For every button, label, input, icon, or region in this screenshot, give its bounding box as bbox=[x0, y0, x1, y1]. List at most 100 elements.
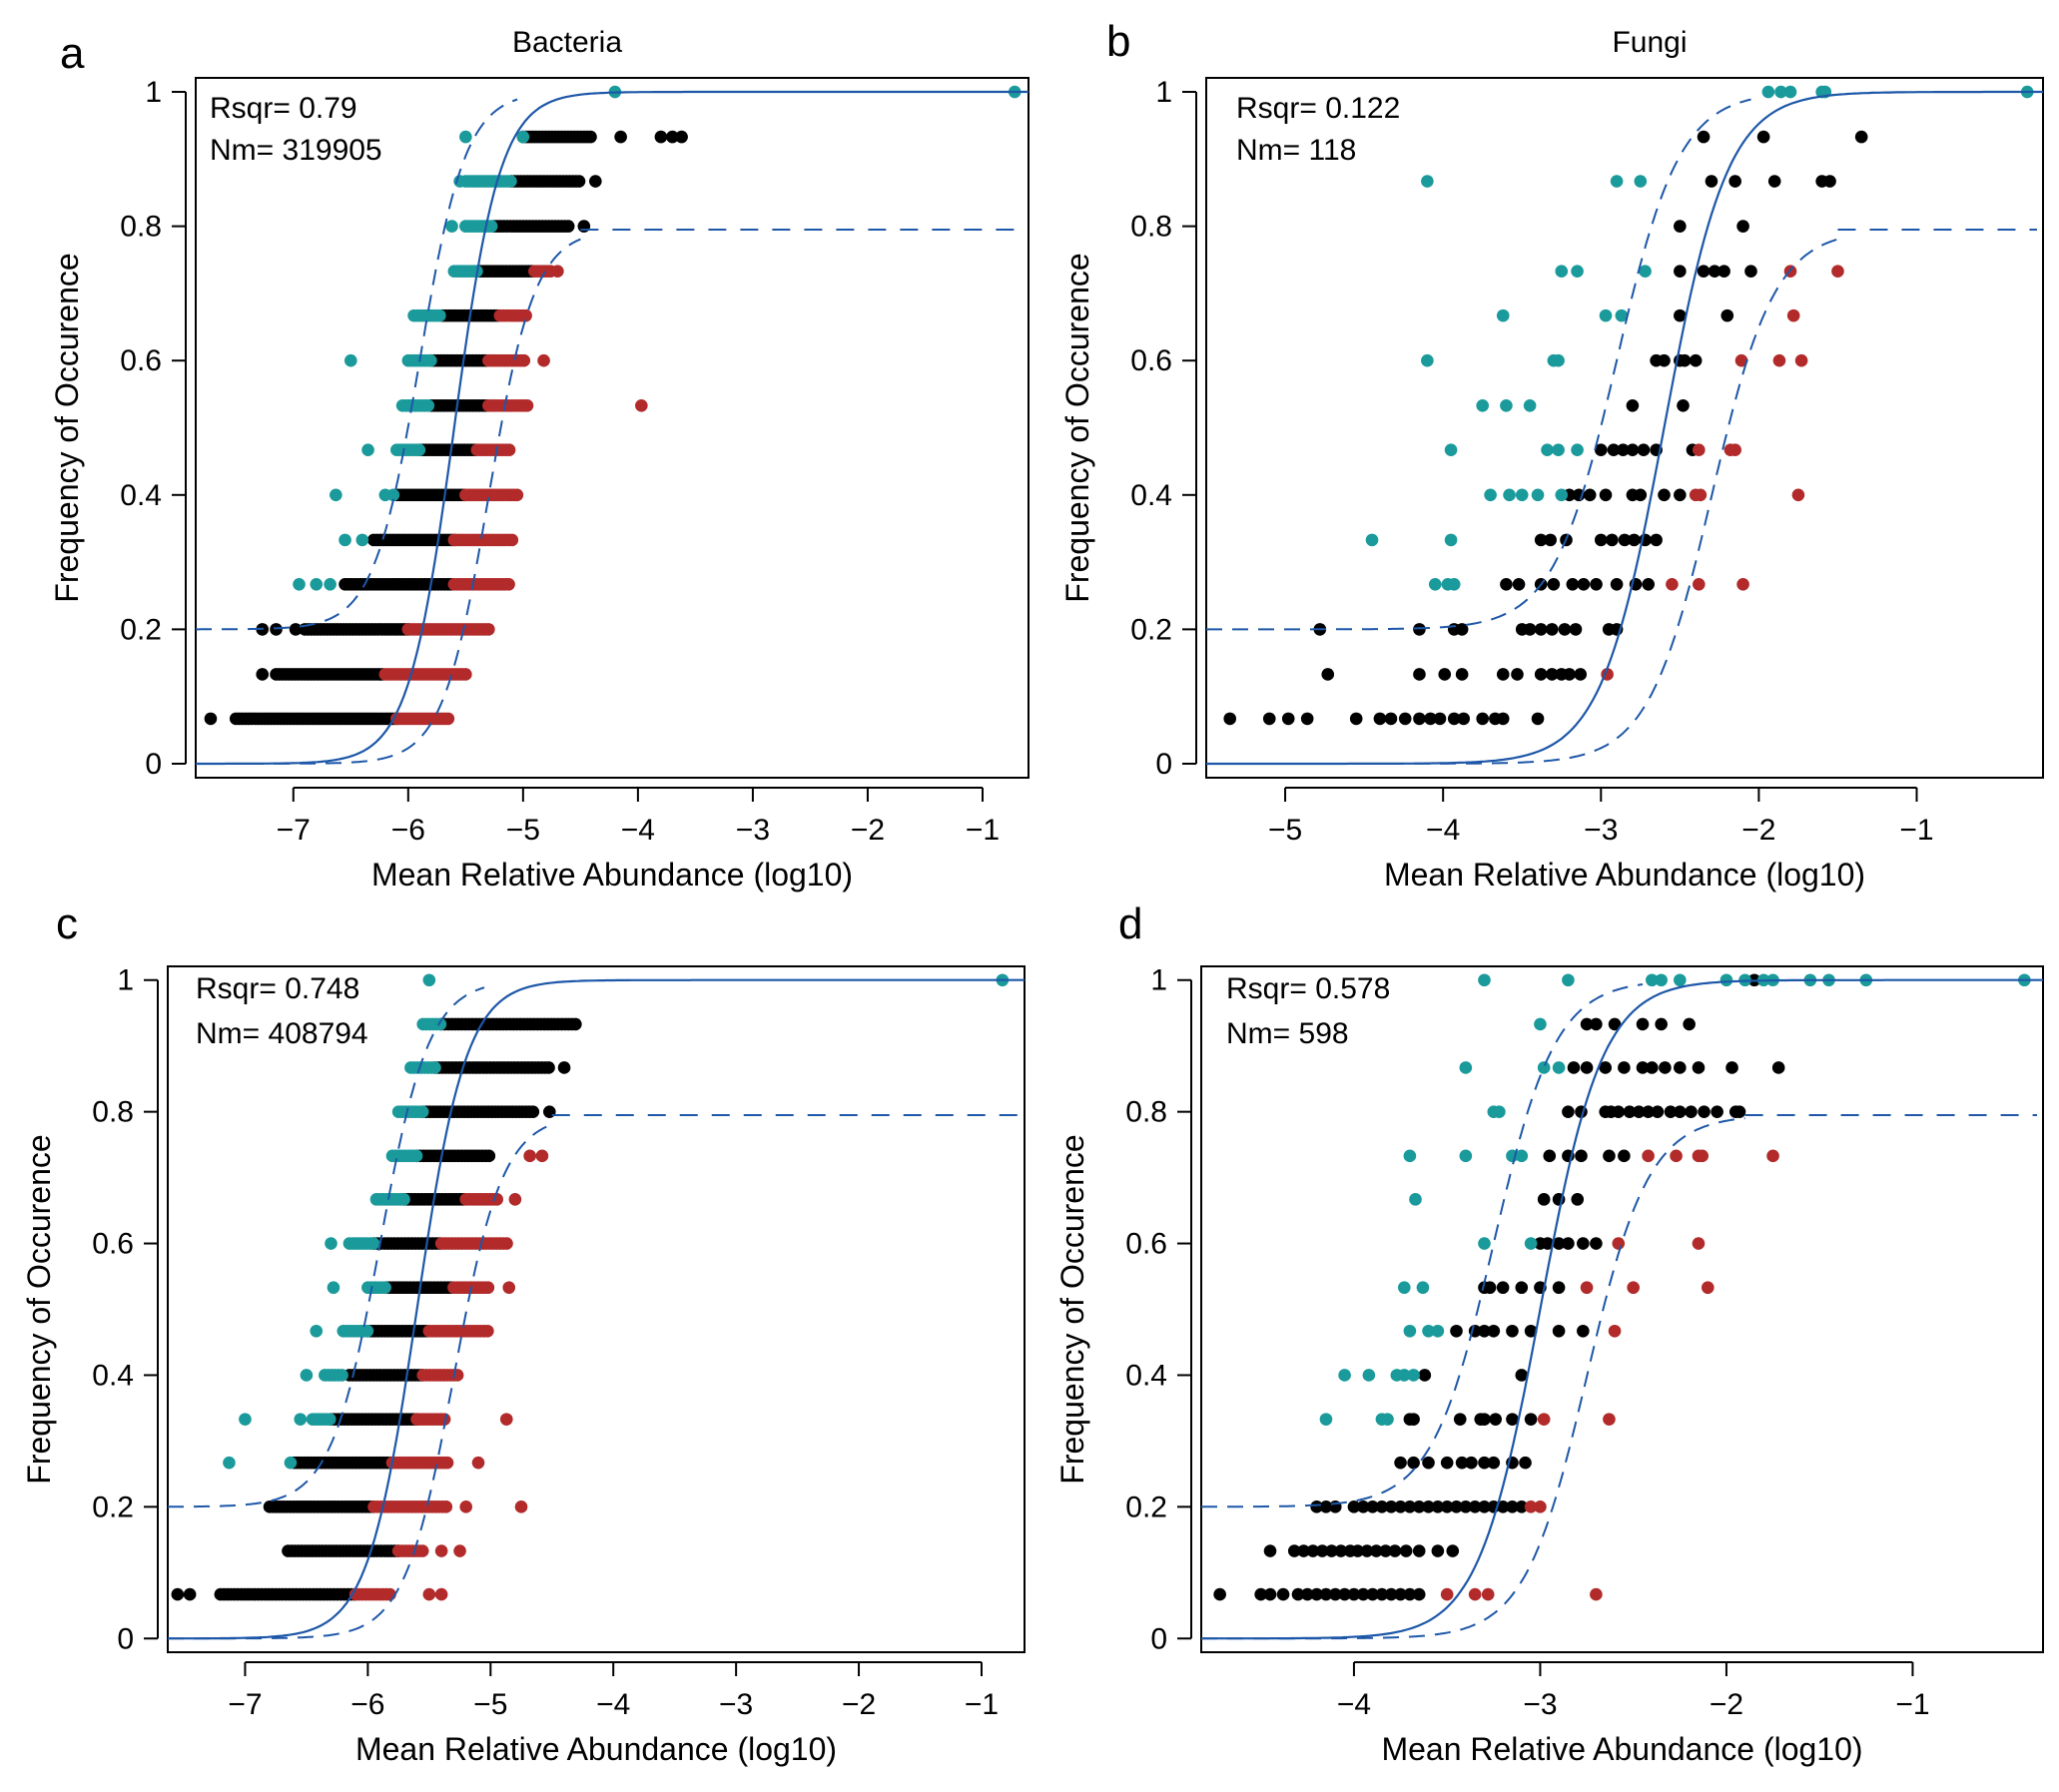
point-above bbox=[325, 1237, 338, 1250]
point-neutral bbox=[1223, 712, 1237, 726]
plot-frame bbox=[195, 77, 1030, 779]
x-tick-label: −7 bbox=[228, 1688, 262, 1721]
point-below bbox=[1524, 1500, 1538, 1513]
point-above bbox=[1639, 265, 1652, 279]
point-neutral bbox=[1659, 1061, 1672, 1074]
y-tick-label: 0.8 bbox=[1125, 1096, 1167, 1129]
point-neutral bbox=[1623, 1105, 1637, 1118]
point-neutral bbox=[1583, 488, 1597, 502]
point-neutral bbox=[1655, 1017, 1668, 1031]
point-neutral bbox=[1506, 1500, 1519, 1513]
panel-letter: b bbox=[1106, 17, 1130, 66]
point-above bbox=[336, 1369, 348, 1382]
point-above bbox=[1552, 443, 1565, 457]
point-below bbox=[1608, 1324, 1622, 1338]
point-above bbox=[1615, 308, 1629, 322]
plot-frame bbox=[1205, 77, 2044, 779]
point-neutral bbox=[1496, 1500, 1510, 1513]
panel-title: Fungi bbox=[1612, 26, 1687, 59]
point-below bbox=[1603, 1413, 1616, 1426]
panel-title: Bacteria bbox=[512, 26, 622, 59]
point-above bbox=[1478, 973, 1491, 987]
point-above bbox=[1476, 398, 1489, 412]
point-neutral bbox=[1412, 1587, 1426, 1601]
point-neutral bbox=[577, 220, 591, 233]
point-neutral bbox=[1356, 1500, 1370, 1513]
point-neutral bbox=[1465, 1456, 1478, 1470]
point-neutral bbox=[1262, 712, 1276, 726]
point-neutral bbox=[1618, 1061, 1631, 1074]
point-above bbox=[1761, 85, 1775, 99]
point-neutral bbox=[1455, 623, 1469, 636]
point-above bbox=[1421, 353, 1434, 367]
point-above bbox=[409, 1149, 423, 1163]
point-above bbox=[1552, 1061, 1566, 1074]
point-neutral bbox=[1375, 1500, 1389, 1513]
point-above bbox=[327, 1281, 341, 1295]
point-above bbox=[1783, 85, 1797, 99]
point-below bbox=[1831, 265, 1844, 279]
x-axis-label: Mean Relative Abundance (log10) bbox=[355, 1731, 837, 1767]
point-neutral bbox=[589, 175, 602, 188]
x-tick-label: −5 bbox=[506, 814, 540, 847]
x-axis-label: Mean Relative Abundance (log10) bbox=[1381, 1731, 1862, 1767]
point-neutral bbox=[1373, 712, 1387, 726]
point-neutral bbox=[289, 623, 303, 636]
point-neutral bbox=[1306, 1544, 1320, 1557]
point-above bbox=[343, 353, 357, 367]
point-neutral bbox=[1459, 1500, 1473, 1513]
point-above bbox=[424, 353, 437, 367]
point-below bbox=[519, 308, 532, 322]
point-neutral bbox=[1575, 1149, 1588, 1163]
point-neutral bbox=[1349, 712, 1363, 726]
point-neutral bbox=[1683, 1017, 1696, 1031]
y-tick-label: 0.4 bbox=[92, 1359, 134, 1392]
y-tick-label: 0.2 bbox=[1125, 1491, 1167, 1523]
point-neutral bbox=[171, 1587, 185, 1601]
point-neutral bbox=[1413, 712, 1426, 726]
point-neutral bbox=[654, 130, 668, 144]
point-neutral bbox=[1394, 1456, 1407, 1470]
point-below bbox=[1537, 1413, 1551, 1426]
point-above bbox=[1493, 1105, 1506, 1118]
point-neutral bbox=[1407, 1456, 1420, 1470]
ci-upper-curve bbox=[1206, 98, 1751, 631]
point-neutral bbox=[1418, 1369, 1432, 1382]
point-above bbox=[1515, 1149, 1529, 1163]
point-neutral bbox=[1658, 353, 1671, 367]
point-neutral bbox=[526, 1105, 540, 1118]
point-above bbox=[1523, 398, 1537, 412]
point-above bbox=[412, 443, 426, 457]
point-above bbox=[239, 1413, 252, 1426]
point-above bbox=[1422, 1324, 1435, 1338]
point-above bbox=[1459, 1149, 1473, 1163]
point-below bbox=[453, 1544, 466, 1557]
point-neutral bbox=[1545, 668, 1559, 681]
panel-d: d −4 −3 −2 −1 0 0.2 0.4 0.6 0.8 1 Mean Relative Abu… bbox=[1054, 899, 2044, 1767]
point-above bbox=[1534, 1017, 1547, 1031]
point-neutral bbox=[1366, 1587, 1379, 1601]
point-neutral bbox=[1413, 623, 1426, 636]
point-neutral bbox=[256, 668, 270, 681]
point-above bbox=[1403, 1324, 1417, 1338]
y-tick-label: 0.8 bbox=[1130, 211, 1172, 244]
point-neutral bbox=[1732, 1105, 1746, 1118]
point-below bbox=[1694, 488, 1708, 502]
point-neutral bbox=[1394, 1500, 1407, 1513]
point-above bbox=[310, 577, 324, 591]
point-neutral bbox=[1537, 1193, 1551, 1206]
point-below bbox=[415, 1544, 429, 1557]
point-neutral bbox=[1574, 668, 1588, 681]
y-tick-label: 0 bbox=[1150, 1622, 1167, 1655]
point-below bbox=[517, 353, 531, 367]
point-neutral bbox=[1328, 1587, 1342, 1601]
ci-lower-curve bbox=[196, 238, 581, 765]
point-neutral bbox=[1388, 1544, 1402, 1557]
fit-curve bbox=[1201, 978, 2043, 1640]
point-below bbox=[1612, 1237, 1626, 1250]
point-above bbox=[355, 533, 369, 547]
point-neutral bbox=[1310, 1587, 1323, 1601]
point-neutral bbox=[1321, 668, 1335, 681]
point-above bbox=[1381, 1413, 1394, 1426]
point-neutral bbox=[1422, 1456, 1435, 1470]
